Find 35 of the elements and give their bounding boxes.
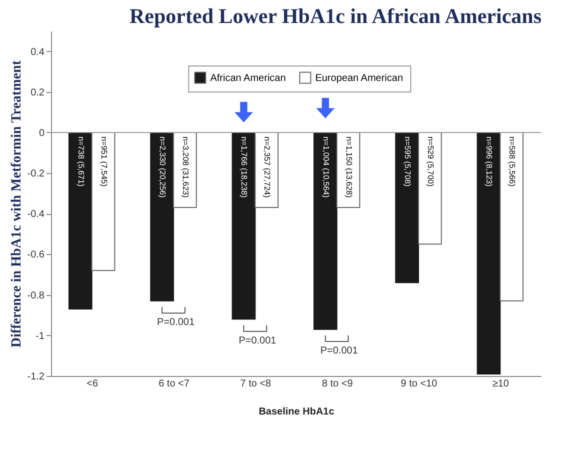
x-tick-label: <6 (86, 378, 98, 390)
annotation: P=0.001 (157, 317, 195, 328)
x-tick-label: 9 to <10 (400, 378, 438, 390)
data-label: n=2,330 (20,256) (158, 136, 168, 198)
data-label: n=996 (8,123) (484, 136, 494, 187)
annotation: P=0.001 (238, 335, 277, 346)
x-tick-label: ≥10 (492, 378, 510, 390)
data-label: n=1,004 (10,564) (321, 136, 330, 198)
data-label: n=951 (7,545) (99, 136, 108, 187)
legend-label: African American (210, 72, 286, 84)
y-tick-label: 0.2 (30, 87, 45, 98)
y-tick-label: -0.2 (27, 168, 45, 180)
y-tick-label: 0 (38, 128, 45, 139)
y-tick-label: -1.2 (27, 372, 45, 382)
data-label: n=1,150 (13,628) (344, 136, 354, 198)
data-label: n=529 (5,700) (426, 136, 435, 187)
x-axis-title: Baseline HbA1c (258, 406, 335, 418)
y-tick-label: 0.4 (30, 46, 45, 58)
y-tick-label: -0.4 (27, 209, 45, 220)
legend-label: European American (315, 72, 404, 84)
y-tick-label: -1 (36, 330, 45, 342)
chart-title: Reported Lower HbA1c in African Americans (130, 4, 542, 28)
annotation: P=0.001 (320, 345, 358, 356)
x-tick-label: 6 to <7 (158, 378, 190, 390)
y-axis-title: Difference in HbA1c with Metformin Treatment (9, 60, 24, 348)
y-tick-label: -0.8 (27, 290, 45, 302)
data-label: n=1,766 (18,238) (240, 136, 249, 198)
x-tick-label: 7 to <8 (240, 378, 272, 390)
data-label: n=3,208 (31,623) (180, 136, 190, 198)
y-tick-label: -0.6 (27, 250, 45, 261)
data-label: n=2,357 (27,724) (262, 136, 272, 198)
data-label: n=738 (5,671) (76, 136, 86, 187)
x-tick-label: 8 to <9 (322, 378, 354, 390)
data-label: n=588 (5,566) (508, 136, 517, 187)
data-label: n=595 (5,708) (403, 136, 412, 187)
